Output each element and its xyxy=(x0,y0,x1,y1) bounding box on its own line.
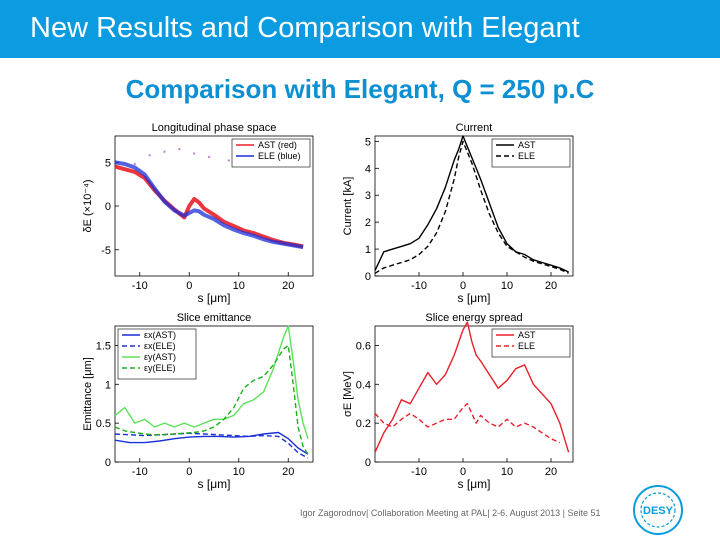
energy-spread-ytick-label: 0.2 xyxy=(356,418,371,430)
emittance-xtick-label: 20 xyxy=(282,466,294,478)
current-xtick-label: 20 xyxy=(545,280,557,292)
phase-space-xlabel: s [μm] xyxy=(198,291,231,305)
phase-space-xtick-label: 10 xyxy=(233,280,245,292)
desy-logo-icon: DESY xyxy=(633,485,683,535)
energy-spread-series-0 xyxy=(374,321,570,453)
phase-space-legend-label: ELE (blue) xyxy=(258,151,301,161)
current-ylabel: Current [kA] xyxy=(342,177,354,236)
emittance-ytick-label: 1 xyxy=(105,379,111,391)
energy-spread-xtick-label: -10 xyxy=(411,466,427,478)
emittance-ytick-label: 0.5 xyxy=(96,418,111,430)
emittance-xlabel: s [μm] xyxy=(198,477,231,491)
energy-spread-legend-label: ELE xyxy=(518,341,535,351)
phase-space-xtick-label: 0 xyxy=(186,280,192,292)
current-ytick-label: 0 xyxy=(365,271,371,283)
current-xlabel: s [μm] xyxy=(458,291,491,305)
energy-spread-ytick-label: 0 xyxy=(365,457,371,469)
emittance-legend-label: εx(AST) xyxy=(144,330,176,340)
slide-subtitle: Comparison with Elegant, Q = 250 p.C xyxy=(125,74,595,104)
emittance-xtick-label: 0 xyxy=(186,466,192,478)
slide-header: New Results and Comparison with Elegant xyxy=(0,0,720,58)
logo-ring xyxy=(633,485,683,535)
phase-space-annotation-point xyxy=(207,155,211,159)
energy-spread-ytick-label: 0.6 xyxy=(356,340,371,352)
phase-space-series-1 xyxy=(114,160,304,250)
current-xtick-label: 10 xyxy=(501,280,513,292)
phase-space-ylabel: δE (×10⁻⁴) xyxy=(82,179,94,232)
current-series-1 xyxy=(374,140,569,274)
energy-spread-legend-label: AST xyxy=(518,330,536,340)
emittance-xtick-label: 10 xyxy=(233,466,245,478)
energy-spread-legend-box xyxy=(491,328,571,358)
phase-space-ytick-label: 5 xyxy=(105,157,111,169)
emittance-series-0 xyxy=(114,431,309,455)
phase-space-title: Longitudinal phase space xyxy=(152,122,277,134)
phase-space-annotation-point xyxy=(133,162,136,166)
current-xtick-label: -10 xyxy=(411,280,427,292)
phase-space-annotation-point xyxy=(178,147,181,151)
phase-space-annotation-point xyxy=(148,154,151,157)
slide-footer: Igor Zagorodnov| Collaboration Meeting a… xyxy=(300,508,601,518)
energy-spread-xtick-label: 10 xyxy=(501,466,513,478)
energy-spread-ytick-label: 0.4 xyxy=(356,379,371,391)
phase-space-xtick-label: 20 xyxy=(282,280,294,292)
phase-space-ytick-label: 0 xyxy=(105,201,111,213)
energy-spread-ylabel: σE [MeV] xyxy=(342,371,354,417)
emittance-legend-label: εy(AST) xyxy=(144,352,176,362)
emittance-title: Slice emittance xyxy=(177,312,252,324)
energy-spread-xtick-label: 0 xyxy=(460,466,466,478)
phase-space-xtick-label: -10 xyxy=(132,280,148,292)
emittance-series-1 xyxy=(114,432,309,459)
phase-space-legend-label: AST (red) xyxy=(258,140,297,150)
emittance-legend-label: εy(ELE) xyxy=(144,363,176,373)
current-ytick-label: 1 xyxy=(365,244,371,256)
phase-space-annotation-point xyxy=(193,152,196,155)
emittance-ytick-label: 0 xyxy=(105,457,111,469)
phase-space-ytick-label: -5 xyxy=(101,245,111,257)
slide-title: New Results and Comparison with Elegant xyxy=(30,12,580,44)
current-ytick-label: 4 xyxy=(365,163,371,175)
current-legend-box xyxy=(491,138,571,168)
emittance-legend-box xyxy=(117,328,197,380)
current-title: Current xyxy=(456,122,493,134)
logo-inner-ring xyxy=(640,492,676,528)
logo-text: DESY xyxy=(643,505,674,517)
current-ytick-label: 5 xyxy=(365,136,371,148)
current-legend-label: ELE xyxy=(518,151,535,161)
emittance-ytick-label: 1.5 xyxy=(96,340,111,352)
energy-spread-xtick-label: 20 xyxy=(545,466,557,478)
current-legend-label: AST xyxy=(518,140,536,150)
emittance-legend-label: εx(ELE) xyxy=(144,341,176,351)
emittance-xtick-label: -10 xyxy=(132,466,148,478)
energy-spread-series-1 xyxy=(374,403,561,444)
current-ytick-label: 3 xyxy=(365,190,371,202)
energy-spread-xlabel: s [μm] xyxy=(458,477,491,491)
phase-space-annotation-point xyxy=(227,159,231,162)
phase-space-legend-box xyxy=(231,138,311,168)
current-xtick-label: 0 xyxy=(460,280,466,292)
emittance-ylabel: Emittance [μm] xyxy=(82,357,94,431)
current-ytick-label: 2 xyxy=(365,217,371,229)
emittance-series-3 xyxy=(114,344,309,455)
energy-spread-title: Slice energy spread xyxy=(425,312,522,324)
current-series-0 xyxy=(374,135,569,273)
phase-space-annotation-point xyxy=(163,150,166,153)
